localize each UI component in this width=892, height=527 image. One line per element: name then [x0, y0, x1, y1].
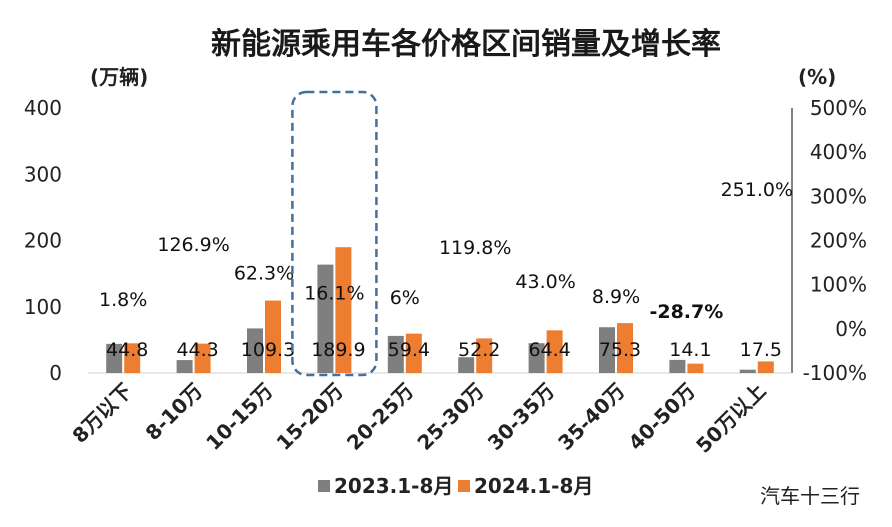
growth-rate-label: 119.8% — [439, 237, 511, 259]
bar-2023 — [669, 359, 686, 373]
bar-2023 — [458, 357, 475, 373]
growth-rate-label: 1.8% — [99, 289, 147, 311]
category-label: 50万以上 — [691, 379, 770, 458]
growth-rate-label: 16.1% — [304, 283, 364, 305]
category-label: 8-10万 — [141, 379, 208, 446]
bar-2024 — [124, 343, 141, 373]
legend-swatch — [458, 480, 470, 492]
growth-rate-label: 251.0% — [721, 179, 793, 201]
value-label: 14.1 — [669, 339, 711, 361]
growth-rate-label: 62.3% — [234, 262, 294, 284]
right-tick-label: 100% — [810, 273, 867, 297]
left-tick-label: 400 — [24, 96, 62, 120]
right-tick-label: -100% — [803, 361, 867, 385]
right-tick-label: 300% — [810, 184, 867, 208]
category-label: 10-15万 — [201, 379, 277, 455]
bar-2024 — [546, 330, 563, 373]
category-label: 8万以下 — [67, 379, 136, 448]
category-label: 35-40万 — [553, 379, 629, 455]
bar-2023 — [599, 327, 615, 373]
bar-2024 — [265, 300, 281, 373]
growth-labels: 1.8% 126.9%62.3% 16.1% 6% 119.8%43.0% 8.9% -28… — [99, 179, 793, 323]
value-label: 17.5 — [740, 339, 782, 361]
watermark-text: 汽车十三行 — [760, 484, 860, 508]
bar-2024 — [476, 338, 493, 373]
category-label: 15-20万 — [272, 379, 348, 455]
growth-rate-label: 6% — [390, 287, 420, 309]
left-axis-ticks: 0 100 200 300 400 — [24, 96, 62, 385]
growth-rate-label: -28.7% — [649, 301, 723, 323]
category-label: 30-35万 — [483, 379, 559, 455]
growth-rate-label: 8.9% — [592, 286, 640, 308]
left-axis-unit: (万辆) — [90, 65, 148, 89]
right-tick-label: 400% — [810, 140, 867, 164]
value-label: 75.3 — [599, 339, 641, 361]
bar-2023 — [106, 343, 123, 373]
value-label: 52.2 — [458, 339, 500, 361]
bar-2024 — [335, 247, 352, 373]
bar-2024 — [617, 323, 633, 373]
value-label: 189.9 — [311, 339, 365, 361]
bar-2024 — [194, 343, 211, 373]
value-label: 59.4 — [388, 339, 430, 361]
bar-2023 — [387, 335, 404, 373]
value-label: 44.8 — [106, 339, 148, 361]
left-tick-label: 200 — [24, 229, 62, 253]
legend-label: 2023.1-8月 — [334, 474, 453, 498]
left-tick-label: 300 — [24, 162, 62, 186]
category-label: 20-25万 — [342, 379, 418, 455]
bars — [106, 247, 774, 373]
growth-rate-label: 43.0% — [515, 271, 575, 293]
bar-2024 — [405, 333, 422, 373]
left-tick-label: 0 — [49, 361, 62, 385]
bar-2023 — [739, 369, 756, 373]
chart-title: 新能源乘用车各价格区间销量及增长率 — [211, 27, 721, 62]
right-tick-label: 500% — [810, 96, 867, 120]
value-label: 109.3 — [241, 339, 295, 361]
bar-2023 — [528, 343, 545, 373]
bar-2023 — [176, 360, 193, 373]
value-labels: 44.8 44.3 109.3 189.9 59.4 52.2 64.4 75.3 14.1 17… — [106, 339, 782, 361]
bar-2024 — [757, 361, 774, 373]
highlight-box — [291, 90, 378, 377]
category-labels: 8万以下 8-10万10-15万15-20万20-25万25-30万30-35万3… — [67, 379, 770, 458]
right-axis-unit: (%) — [798, 65, 836, 89]
legend-swatch — [318, 480, 330, 492]
right-axis-ticks: -100% 0% 100% 200% 300% 400% 500% — [803, 96, 867, 385]
growth-rate-label: 126.9% — [157, 234, 229, 256]
legend: 2023.1-8月 2024.1-8月 — [318, 474, 593, 498]
category-label: 25-30万 — [412, 379, 488, 455]
right-tick-label: 200% — [810, 229, 867, 253]
bar-2023 — [247, 328, 263, 373]
category-label: 40-50万 — [624, 379, 700, 455]
bar-2023 — [317, 264, 334, 373]
value-label: 64.4 — [528, 339, 570, 361]
bar-2024 — [687, 363, 704, 373]
right-tick-label: 0% — [835, 317, 867, 341]
value-label: 44.3 — [176, 339, 218, 361]
left-tick-label: 100 — [24, 295, 62, 319]
legend-label: 2024.1-8月 — [474, 474, 593, 498]
